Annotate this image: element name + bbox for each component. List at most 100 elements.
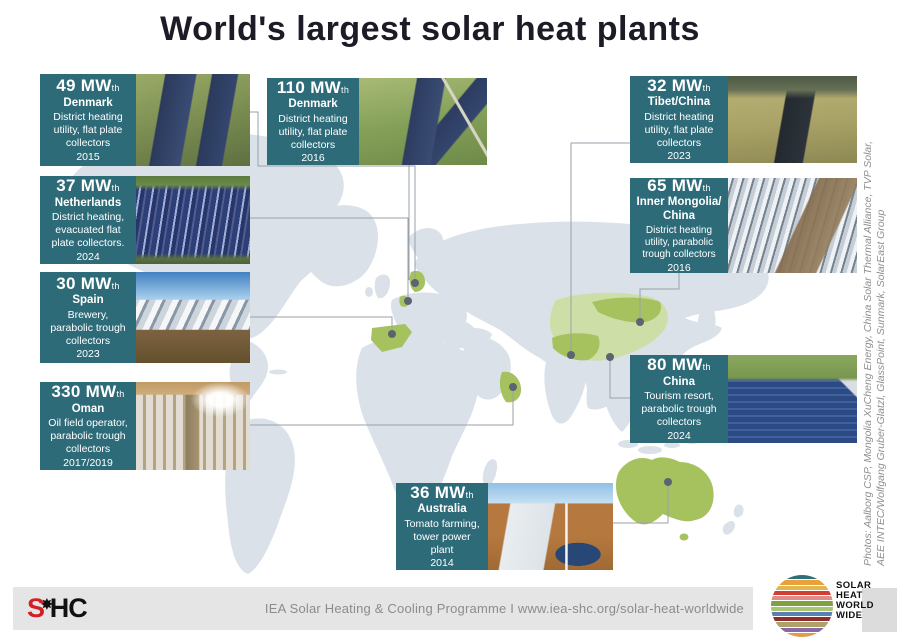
plant-country: Denmark	[288, 98, 338, 111]
plant-description: Brewery, parabolic trough collectors	[50, 308, 126, 347]
plant-capacity: 49 MWth	[56, 76, 120, 96]
plant-capacity: 37 MWth	[56, 176, 120, 196]
plant-country: Netherlands	[54, 196, 122, 209]
connector-denmark-49	[250, 111, 416, 283]
connector-netherlands-37	[250, 217, 409, 301]
plant-year: 2015	[76, 150, 100, 163]
plant-year: 2024	[667, 429, 691, 442]
connector-oman-330	[250, 387, 514, 426]
plant-year: 2023	[76, 348, 100, 361]
map-spain	[371, 324, 412, 352]
shw-logo-circle	[771, 575, 833, 637]
location-dot-denmark	[411, 279, 419, 287]
location-dots	[388, 279, 672, 486]
plant-year: 2024	[76, 250, 100, 263]
photo-credits: Photos: Aalborg CSP, Mongolia XuCheng En…	[862, 80, 888, 566]
map-uk	[374, 274, 390, 299]
plant-photo-inner-mongolia-65	[728, 178, 857, 273]
shw-logo-stripe	[771, 590, 833, 595]
plant-capacity: 32 MWth	[647, 75, 711, 95]
connector-inner-mongolia-65	[639, 273, 680, 322]
plant-year: 2016	[667, 262, 691, 275]
shw-logo-stripe	[771, 580, 833, 585]
plant-info-panel: 49 MWth Denmark District heating utility…	[40, 74, 136, 166]
plant-year: 2014	[430, 557, 454, 570]
plant-country: Australia	[417, 503, 467, 516]
footer-bar: S✸HC IEA Solar Heating & Cooling Program…	[13, 587, 753, 630]
plant-card-oman-330: 330 MWth Oman Oil field operator, parabo…	[40, 382, 250, 470]
map-tasmania	[679, 533, 689, 541]
plant-year: 2017/2019	[63, 456, 113, 469]
plant-card-inner-mongolia-65: 65 MWth Inner Mongolia/ China District h…	[630, 175, 857, 275]
plant-country: Oman	[71, 402, 105, 415]
connector-tibet-32	[570, 142, 630, 355]
map-italy	[442, 330, 456, 349]
plant-info-panel: 330 MWth Oman Oil field operator, parabo…	[40, 382, 136, 470]
plant-photo-denmark-49	[136, 74, 250, 166]
plant-info-panel: 110 MWth Denmark District heating utilit…	[267, 78, 359, 165]
map-inner-mongolia	[592, 297, 662, 323]
plant-photo-spain-30	[136, 272, 250, 363]
plant-country: Denmark	[63, 96, 113, 109]
shw-logo-stripe	[771, 611, 833, 616]
plant-country: China	[663, 375, 695, 388]
plant-photo-oman-330	[136, 382, 250, 470]
location-dot-spain	[388, 330, 396, 338]
shw-logo-stripe	[771, 627, 833, 632]
photo-credits-line1: Photos: Aalborg CSP, Mongolia XuCheng En…	[862, 140, 874, 566]
footer-programme-text: IEA Solar Heating & Cooling Programme I …	[264, 601, 744, 616]
plant-card-spain-30: 30 MWth Spain Brewery, parabolic trough …	[40, 272, 250, 363]
plant-description: District heating utility, flat plate col…	[644, 110, 714, 149]
shw-logo-stripe	[771, 632, 833, 637]
connector-china-80	[609, 357, 630, 399]
shw-logo-stripe	[771, 622, 833, 627]
shw-logo-stripe	[771, 617, 833, 622]
plant-info-panel: 32 MWth Tibet/China District heating uti…	[630, 76, 728, 163]
shw-logo-text: SOLAR HEAT WORLD WIDE	[836, 580, 874, 621]
solar-heat-worldwide-logo: SOLAR HEAT WORLD WIDE	[771, 575, 897, 639]
plant-description: District heating utility, flat plate col…	[53, 111, 123, 150]
plant-capacity: 330 MWth	[51, 382, 125, 402]
location-dot-inner-mongolia	[636, 318, 644, 326]
plant-year: 2016	[301, 152, 325, 165]
plant-photo-tibet-32	[728, 76, 857, 163]
shw-logo-stripe	[771, 585, 833, 590]
shc-logo-hc: HC	[49, 593, 88, 623]
page-title: World's largest solar heat plants	[160, 10, 700, 48]
map-iceland	[344, 243, 360, 253]
map-arabia	[463, 336, 511, 400]
map-new-zealand-south	[722, 520, 736, 535]
map-tibet	[552, 333, 600, 361]
connector-australia-36	[613, 482, 669, 524]
plant-card-netherlands-37: 37 MWth Netherlands District heating, ev…	[40, 176, 250, 264]
plant-info-panel: 36 MWth Australia Tomato farming, tower …	[396, 483, 488, 570]
plant-description: Tomato farming, tower power plant	[404, 517, 480, 556]
plant-capacity: 80 MWth	[647, 355, 711, 375]
shw-logo-stripe	[771, 596, 833, 601]
map-new-zealand-north	[733, 504, 744, 518]
plant-photo-china-80	[728, 355, 857, 443]
plant-photo-denmark-110	[359, 78, 487, 165]
location-dot-netherlands	[404, 297, 412, 305]
plant-card-denmark-49: 49 MWth Denmark District heating utility…	[40, 74, 250, 166]
plant-description: Oil field operator, parabolic trough col…	[48, 417, 128, 456]
shc-logo-star-icon: ✸	[41, 596, 53, 612]
location-dot-china	[606, 353, 614, 361]
plant-year: 2023	[667, 150, 691, 163]
shc-logo-s: S	[27, 593, 45, 623]
plant-description: District heating, evacuated flat plate c…	[51, 211, 125, 250]
plant-photo-australia-36	[488, 483, 613, 570]
plant-description: Tourism resort, parabolic trough collect…	[641, 390, 717, 429]
plant-capacity: 65 MWth	[647, 175, 711, 195]
location-dot-australia	[664, 478, 672, 486]
map-india	[544, 350, 587, 424]
location-dot-tibet	[567, 351, 575, 359]
plant-description: District heating utility, flat plate col…	[278, 112, 348, 151]
plant-info-panel: 80 MWth China Tourism resort, parabolic …	[630, 355, 728, 443]
connector-lines	[250, 111, 680, 524]
plant-capacity: 36 MWth	[410, 482, 474, 502]
plant-photo-netherlands-37	[136, 176, 250, 264]
map-australia	[616, 457, 714, 525]
photo-credits-line2: AEE INTEC/Wolfgang Gruber-Glatzl, GlassP…	[875, 209, 888, 566]
